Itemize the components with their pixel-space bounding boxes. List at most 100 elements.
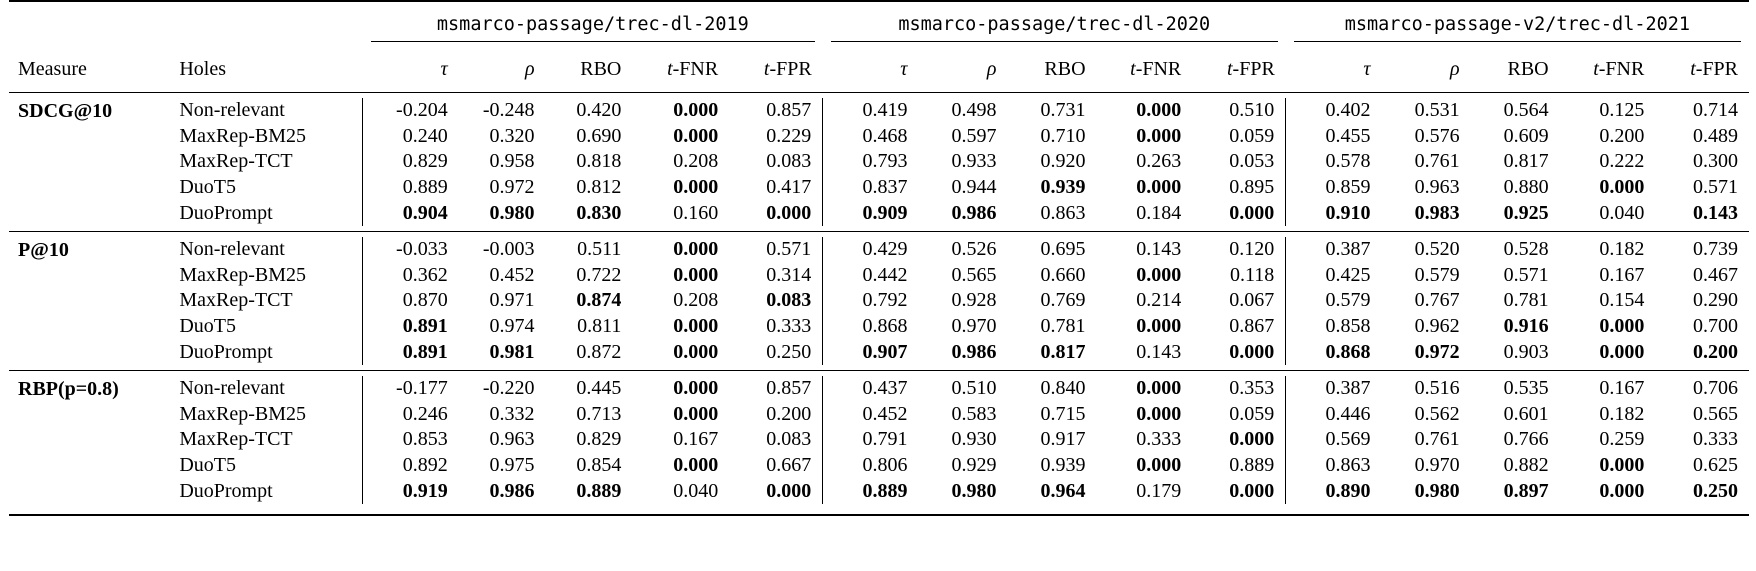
table-cell: 0.222 (1599, 150, 1645, 173)
table-cell: 0.240 (362, 123, 459, 150)
hole-label: DuoPrompt (179, 479, 273, 502)
table-cell: 0.710 (1040, 124, 1086, 147)
table-cell: 0.857 (766, 377, 812, 400)
table-cell: 0.320 (489, 124, 535, 147)
group-separator (9, 369, 1749, 376)
table-cell: 0.986 (951, 340, 997, 363)
table-cell: 0.904 (362, 200, 459, 226)
table-body: msmarco-passage/trec-dl-2019 msmarco-pass… (9, 0, 1749, 516)
results-table-container: msmarco-passage/trec-dl-2019 msmarco-pass… (9, 0, 1749, 516)
table-cell: 0.986 (951, 201, 997, 224)
table-cell: 0.083 (766, 150, 812, 173)
table-cell: 0.200 (1693, 340, 1738, 363)
table-cell: 0.154 (1599, 289, 1645, 312)
column-header: RBO (1471, 48, 1560, 90)
table-cell: 0.000 (1599, 479, 1645, 502)
table-cell: 0.812 (576, 176, 622, 199)
measure-label: P@10 (9, 237, 179, 365)
column-header: ρ (1382, 48, 1471, 90)
table-row: MaxRep-BM25 0.246 0.332 0.713 0.000 0.200 0.45… (9, 401, 1749, 428)
table-row: MaxRep-TCT 0.853 0.963 0.829 0.167 0.083 0.791… (9, 427, 1749, 453)
column-header: t-FNR (632, 48, 729, 90)
table-cell: 0.387 (1285, 375, 1382, 402)
table-cell: 0.250 (1693, 479, 1738, 502)
table-cell: 0.535 (1503, 377, 1549, 400)
table-cell: 0.872 (576, 340, 622, 363)
table-cell: 0.083 (766, 428, 812, 451)
table-cell: 0.882 (1503, 454, 1549, 477)
column-header-text: ρ (1449, 57, 1460, 80)
table-cell: 0.565 (1693, 402, 1738, 425)
table-cell: 0.571 (766, 238, 812, 261)
table-cell: 0.125 (1599, 99, 1645, 122)
table-cell: 0.333 (1136, 428, 1182, 451)
table-cell: 0.510 (1229, 99, 1275, 122)
table-row: P@10 Non-relevant -0.033 -0.003 0.511 0.000 0.… (9, 236, 1749, 263)
table-cell: 0.000 (1136, 124, 1182, 147)
table-cell: 0.920 (1040, 150, 1086, 173)
table-cell: 0.880 (1503, 176, 1549, 199)
table-cell: 0.817 (1503, 150, 1549, 173)
measure-text: SDCG@10 (18, 100, 113, 122)
table-cell: 0.853 (362, 427, 459, 453)
table-cell: 0.314 (766, 263, 812, 286)
table-cell: -0.204 (362, 98, 459, 124)
column-header-text: -FPR (769, 57, 812, 80)
table-cell: 0.040 (673, 479, 719, 502)
table-cell: 0.917 (1040, 428, 1086, 451)
bottom-rule (9, 508, 1749, 516)
table-row: DuoT5 0.891 0.974 0.811 0.000 0.333 0.868 0.970… (9, 313, 1749, 340)
table-row: DuoPrompt 0.891 0.981 0.872 0.000 0.250 0.907 0… (9, 339, 1749, 365)
table-cell: 0.903 (1503, 340, 1549, 363)
table-cell: 0.916 (1503, 315, 1549, 338)
table-cell: 0.609 (1503, 124, 1549, 147)
table-cell: 0.660 (1040, 263, 1086, 286)
table-cell: 0.000 (766, 201, 812, 224)
table-cell: 0.925 (1503, 201, 1549, 224)
table-cell: 0.290 (1693, 289, 1738, 312)
table-cell: 0.511 (577, 238, 622, 261)
table-cell: 0.167 (1599, 263, 1645, 286)
table-cell: 0.929 (951, 454, 997, 477)
table-cell: 0.981 (489, 340, 535, 363)
table-cell: 0.000 (766, 479, 812, 502)
table-cell: -0.248 (482, 99, 535, 122)
table-cell: 0.526 (951, 238, 997, 261)
group-separator (9, 231, 1749, 237)
table-cell: 0.767 (1414, 289, 1460, 312)
hole-label: MaxRep-BM25 (179, 402, 306, 425)
hole-label: DuoT5 (179, 176, 236, 199)
table-cell: 0.250 (766, 340, 812, 363)
column-header-text: τ (1363, 57, 1371, 80)
table-cell: 0.000 (1229, 428, 1275, 451)
table-cell: 0.731 (1040, 99, 1086, 122)
dataset-header: msmarco-passage-v2/trec-dl-2021 (1286, 8, 1749, 48)
column-header-text: RBO (1507, 57, 1549, 80)
table-cell: 0.829 (362, 149, 459, 175)
table-row: MaxRep-BM25 0.362 0.452 0.722 0.000 0.314 0.44… (9, 262, 1749, 289)
table-cell: 0.000 (673, 377, 719, 400)
table-cell: 0.442 (822, 262, 919, 289)
table-cell: 0.811 (577, 315, 622, 338)
table-cell: 0.690 (576, 124, 622, 147)
hole-label: MaxRep-BM25 (179, 263, 306, 286)
table-cell: 0.792 (822, 288, 919, 314)
table-cell: 0.769 (1040, 289, 1086, 312)
column-header-text: -FPR (1232, 57, 1275, 80)
table-cell: 0.986 (489, 479, 535, 502)
table-cell: 0.793 (822, 149, 919, 175)
table-cell: 0.739 (1693, 238, 1738, 261)
table-cell: 0.452 (822, 401, 919, 428)
table-cell: 0.571 (1693, 176, 1738, 199)
table-cell: -0.220 (482, 377, 535, 400)
table-cell: 0.713 (576, 402, 622, 425)
table-cell: 0.972 (489, 176, 535, 199)
table-cell: 0.120 (1229, 238, 1275, 261)
table-cell: 0.000 (1599, 454, 1645, 477)
table-cell: 0.583 (951, 402, 997, 425)
table-cell: 0.467 (1693, 263, 1738, 286)
table-cell: 0.963 (1414, 176, 1460, 199)
column-header-prefix: t (1690, 57, 1696, 80)
table-cell: 0.332 (489, 402, 535, 425)
column-header: RBO (546, 48, 633, 90)
